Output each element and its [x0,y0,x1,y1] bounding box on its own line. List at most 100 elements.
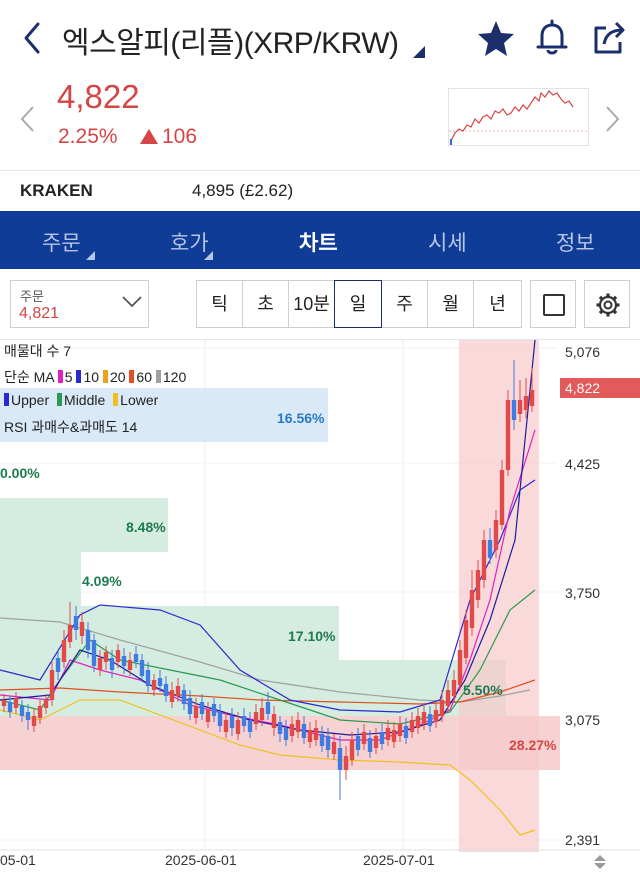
period-day[interactable]: 일 [334,280,382,328]
period-10min[interactable]: 10분 [288,280,335,328]
title-dropdown-icon[interactable] [413,46,425,58]
candle-body [193,706,199,718]
candle-body [157,678,163,686]
ma5-swatch [57,370,63,383]
candle-body [79,622,85,636]
fullscreen-button[interactable] [530,280,576,328]
candle-body [133,654,139,662]
period-week[interactable]: 주 [381,280,428,328]
period-second[interactable]: 초 [242,280,289,328]
candle-body [493,520,499,550]
candle-body [307,730,313,742]
period-tick[interactable]: 틱 [196,280,243,328]
lower-swatch [113,393,119,406]
order-dropdown[interactable]: 주문 4,821 [10,280,149,328]
square-icon [543,294,565,316]
candle-body [25,712,31,720]
candle-body [55,658,61,672]
candle-body [529,390,535,406]
candle-body [427,714,433,726]
date-tick-1: 05-01 [0,852,36,868]
up-triangle-icon [140,129,158,144]
candle-body [145,670,151,686]
quote-panel: 4,822 2.25% 106 [0,78,640,170]
candle-body [217,712,223,726]
legend-rsi: RSI 과매수&과매도 14 [4,419,138,435]
vp-bar-3 [0,498,168,552]
candle-body [403,726,409,738]
tab-chart[interactable]: 차트 [299,232,338,255]
price-tick-5: 2,391 [565,832,601,848]
candle-body [109,658,115,670]
gear-icon [596,293,620,317]
legend-bollinger: Upper Middle Lower [4,392,158,408]
vp-bar-6 [0,660,506,716]
vp-pct-5: 17.10% [288,628,336,644]
candle-body [49,670,55,700]
axis-resize-icon[interactable] [592,854,608,875]
candle-body [37,706,43,718]
candle-body [271,714,277,728]
candle-body [187,698,193,714]
candle-body [481,540,487,580]
order-value: 4,821 [19,305,60,322]
chevron-down-icon [121,295,143,314]
share-icon[interactable] [590,18,630,63]
current-price-tag [560,378,640,398]
candle-body [67,625,73,642]
candle-body [223,720,229,732]
period-month[interactable]: 월 [427,280,474,328]
tab-market[interactable]: 시세 [428,232,467,255]
change-rate: 2.25% [58,125,118,148]
candle-body [475,570,481,600]
candle-body [229,716,235,728]
ma10-swatch [76,370,82,383]
tab-order-caret-icon [86,251,95,260]
candle-body [181,690,187,704]
sparkline-chart[interactable] [448,88,589,146]
candle-body [337,748,343,770]
ma60-line [0,679,536,705]
legend-ma: 단순 MA 5 10 20 60 120 [4,367,186,387]
candle-body [127,660,133,670]
candle-body [253,712,259,724]
candle-body [7,702,13,712]
back-icon[interactable] [18,20,48,56]
tab-orderbook-caret-icon [204,251,213,260]
date-tick-2: 2025-06-01 [165,852,237,868]
candle-body [433,710,439,722]
settings-button[interactable] [584,280,630,328]
bell-icon[interactable] [532,18,572,63]
tab-info[interactable]: 정보 [556,232,595,255]
candle-body [199,702,205,714]
vp-pct-2: 0.00% [0,465,40,481]
candle-body [349,740,355,760]
candle-body [445,690,451,706]
candle-body [457,650,463,685]
chart-canvas[interactable] [0,339,640,875]
upper-swatch [4,393,9,406]
order-label: 주문 [20,289,44,304]
price-tick-2: 4,425 [565,456,601,472]
candle-body [463,620,469,658]
candle-body [511,400,517,420]
candle-body [283,728,289,740]
price-chart[interactable]: 매물대 수 7 단순 MA 5 10 20 60 120 Upper Middl… [0,339,640,875]
tab-order[interactable]: 주문 [42,232,81,255]
tab-bar: 주문 호가 차트 시세 정보 [0,211,640,269]
date-tick-3: 2025-07-01 [363,852,435,868]
candle-body [247,720,253,732]
star-icon[interactable] [476,18,516,63]
candle-body [319,734,325,746]
tab-orderbook[interactable]: 호가 [170,232,209,255]
top-bar: 엑스알피(리플)(XRP/KRW) [0,0,640,78]
current-price: 4,822 [57,78,140,115]
candle-body [43,700,49,708]
ma60-swatch [129,370,135,383]
chevron-right-icon[interactable] [602,104,622,139]
legend-ma10: 10 [83,369,100,385]
price-tick-3: 3,750 [565,585,601,601]
price-tick-1: 5,076 [565,344,601,360]
chevron-left-icon[interactable] [18,104,38,139]
period-year[interactable]: 년 [473,280,522,328]
